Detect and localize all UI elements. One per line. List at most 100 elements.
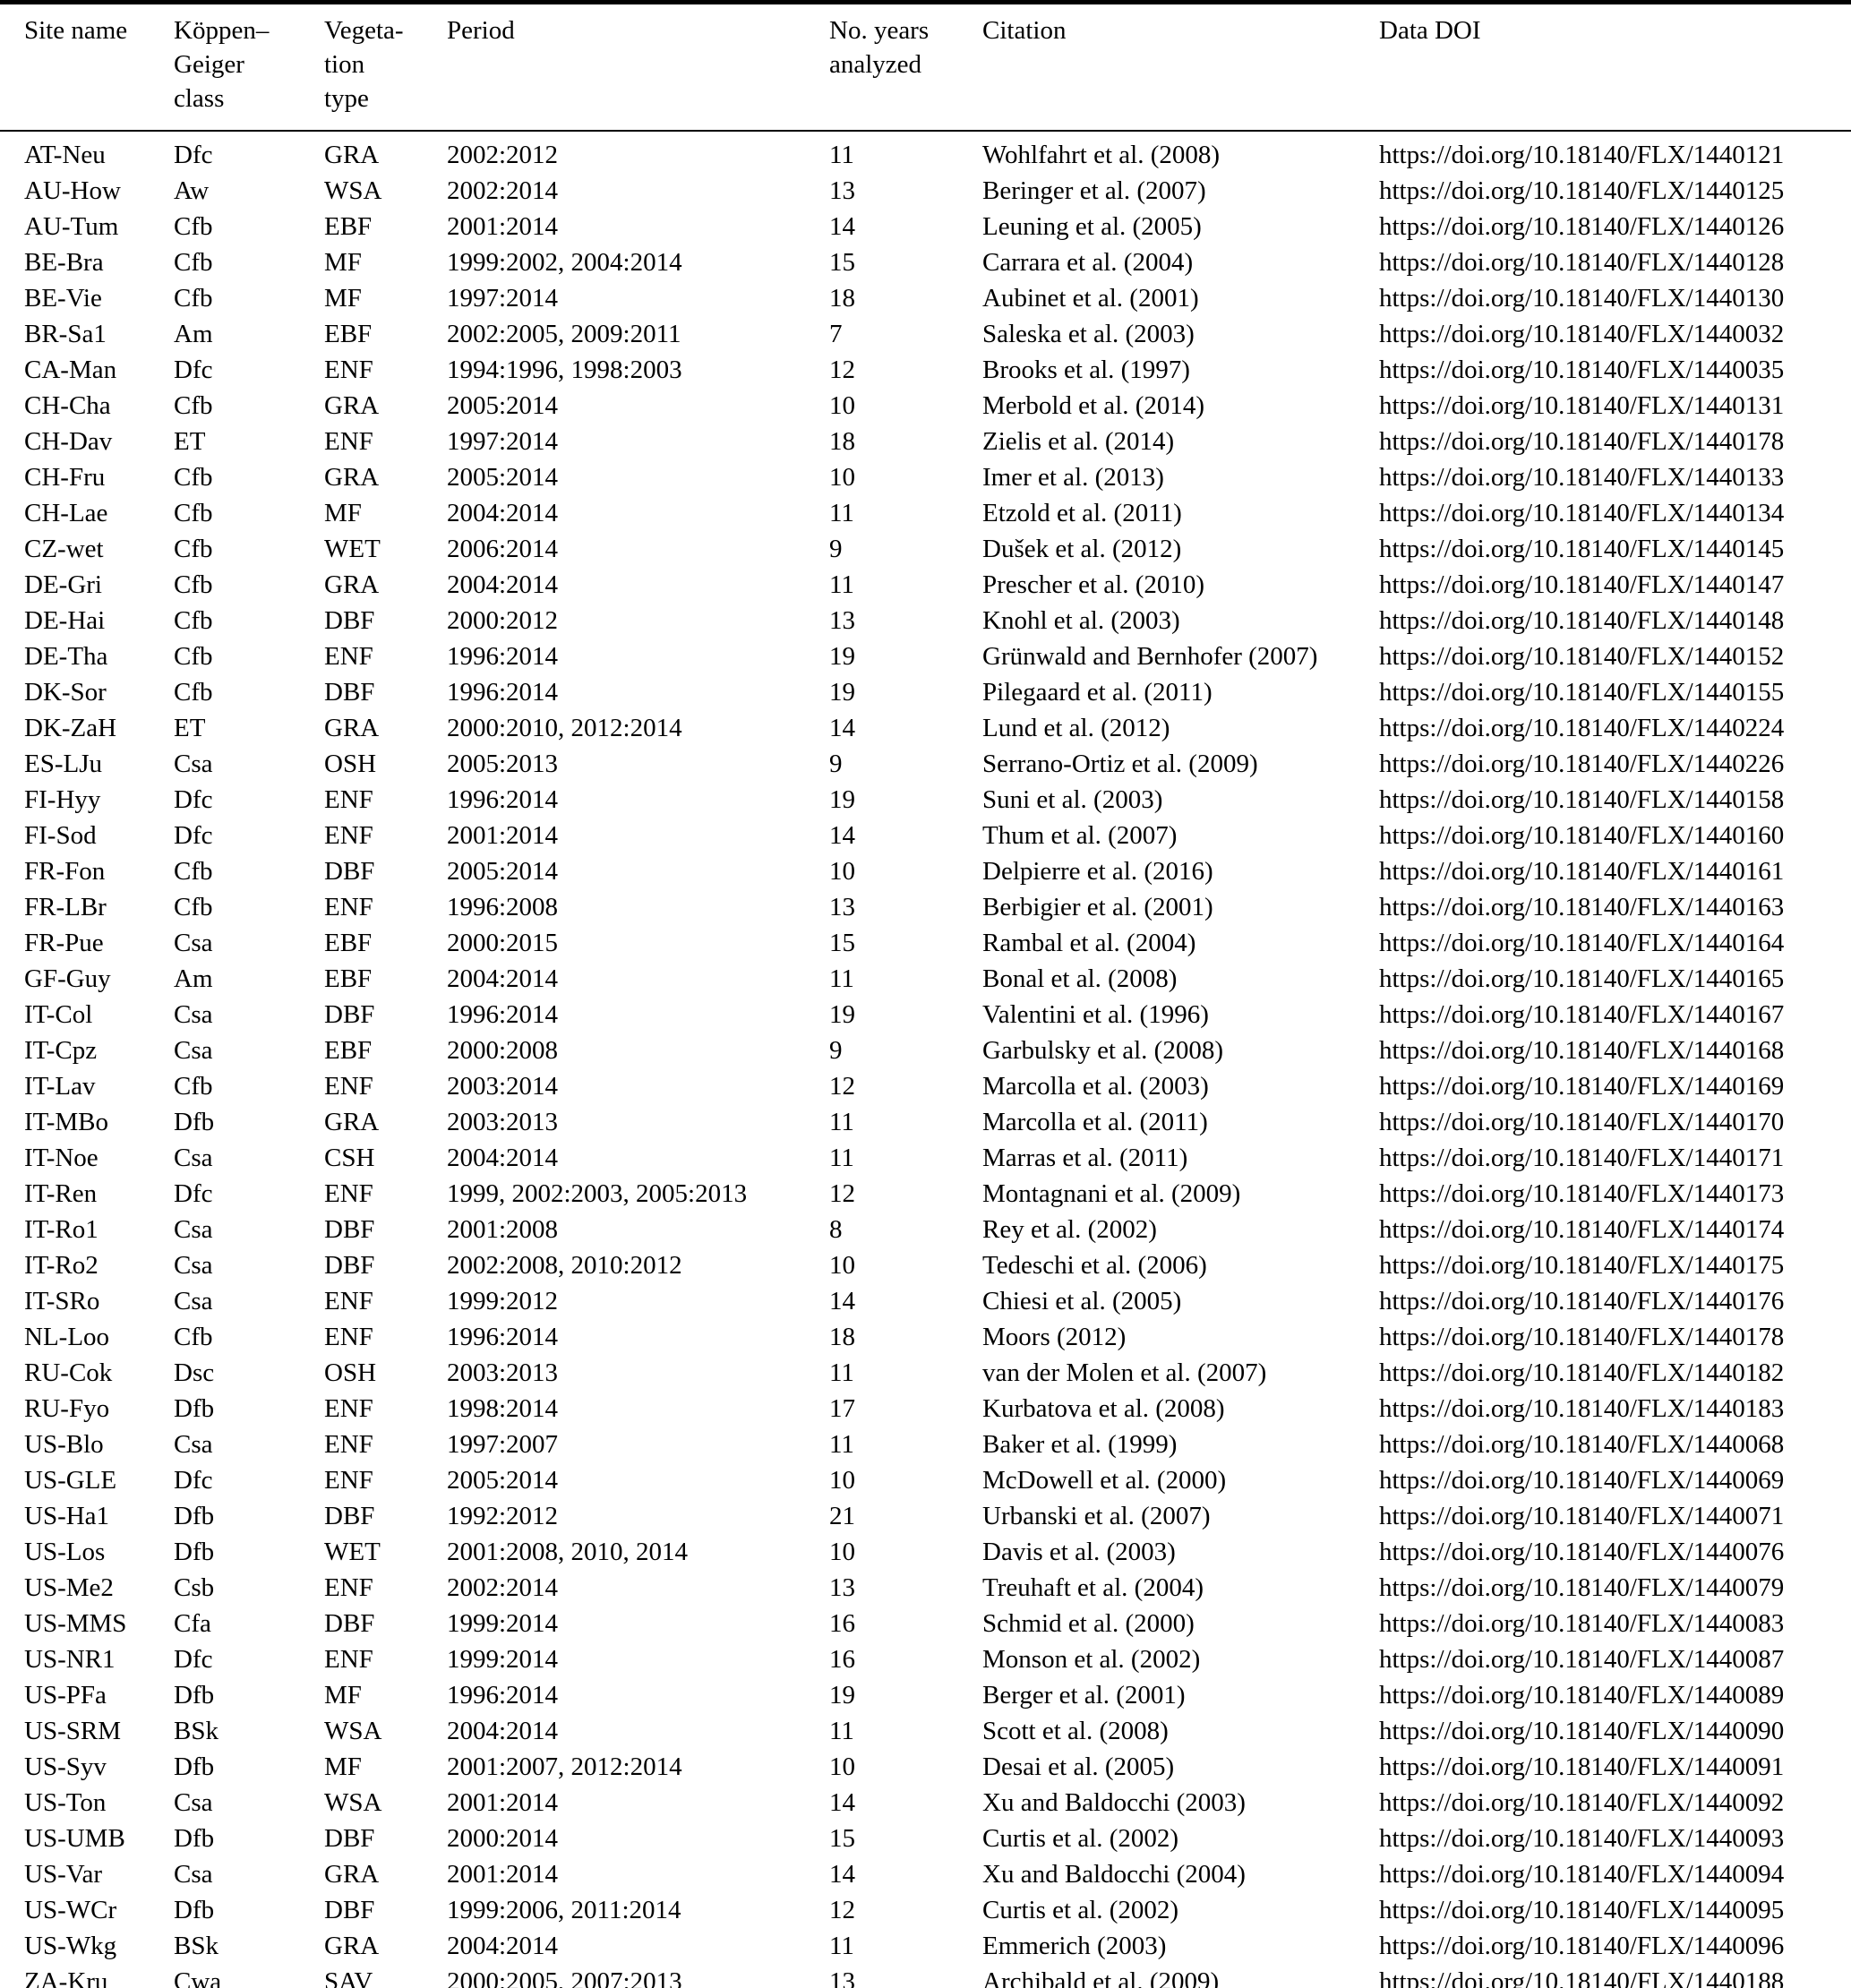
cell-koppen-geiger-class: Dfb [174, 1538, 215, 1566]
column-header-line: analyzed [829, 50, 922, 79]
table-row: US-Me2 Csb ENF 2002:2014 13 Treuhaft et al. (… [0, 1570, 1851, 1606]
cell-citation: Kurbatova et al. (2008) [982, 1394, 1225, 1423]
doi-link[interactable]: https://doi.org/10.18140/FLX/1440126 [1379, 212, 1785, 241]
cell-citation: Bonal et al. (2008) [982, 964, 1178, 993]
cell-data-doi: https://doi.org/10.18140/FLX/1440226 [1379, 746, 1851, 782]
doi-link[interactable]: https://doi.org/10.18140/FLX/1440079 [1379, 1573, 1785, 1602]
doi-link[interactable]: https://doi.org/10.18140/FLX/1440163 [1379, 893, 1785, 921]
cell-period: 1992:2012 [447, 1502, 559, 1530]
table-header: Site name Köppen– Geiger class Vegeta-tion ty… [0, 2, 1851, 132]
doi-link[interactable]: https://doi.org/10.18140/FLX/1440169 [1379, 1072, 1785, 1101]
doi-link[interactable]: https://doi.org/10.18140/FLX/1440087 [1379, 1645, 1785, 1674]
doi-link[interactable]: https://doi.org/10.18140/FLX/1440167 [1379, 1000, 1785, 1029]
cell-site-name: US-PFa [24, 1681, 107, 1710]
doi-link[interactable]: https://doi.org/10.18140/FLX/1440152 [1379, 642, 1785, 671]
doi-link[interactable]: https://doi.org/10.18140/FLX/1440171 [1379, 1144, 1785, 1172]
cell-koppen-geiger-class: Cfb [174, 606, 213, 635]
doi-link[interactable]: https://doi.org/10.18140/FLX/1440121 [1379, 141, 1785, 169]
doi-link[interactable]: https://doi.org/10.18140/FLX/1440095 [1379, 1896, 1785, 1924]
cell-citation: Moors (2012) [982, 1323, 1127, 1351]
doi-link[interactable]: https://doi.org/10.18140/FLX/1440168 [1379, 1036, 1785, 1065]
cell-site-name: GF-Guy [24, 964, 111, 993]
doi-link[interactable]: https://doi.org/10.18140/FLX/1440183 [1379, 1394, 1785, 1423]
doi-link[interactable]: https://doi.org/10.18140/FLX/1440165 [1379, 964, 1785, 993]
table-row: US-GLE Dfc ENF 2005:2014 10 McDowell et al. (… [0, 1462, 1851, 1498]
cell-site-name: US-Syv [24, 1752, 107, 1781]
cell-site-name: CH-Lae [24, 499, 108, 527]
doi-link[interactable]: https://doi.org/10.18140/FLX/1440155 [1379, 678, 1785, 707]
doi-link[interactable]: https://doi.org/10.18140/FLX/1440175 [1379, 1251, 1785, 1280]
cell-vegetation-type: EBF [324, 1036, 373, 1065]
doi-link[interactable]: https://doi.org/10.18140/FLX/1440148 [1379, 606, 1785, 635]
doi-link[interactable]: https://doi.org/10.18140/FLX/1440147 [1379, 570, 1785, 599]
cell-period: 2005:2014 [447, 857, 559, 886]
doi-link[interactable]: https://doi.org/10.18140/FLX/1440130 [1379, 284, 1785, 313]
cell-vegetation-type: DBF [324, 1609, 375, 1638]
cell-years-analyzed: 16 [829, 1645, 855, 1674]
doi-link[interactable]: https://doi.org/10.18140/FLX/1440089 [1379, 1681, 1785, 1710]
doi-link[interactable]: https://doi.org/10.18140/FLX/1440134 [1379, 499, 1785, 527]
doi-link[interactable]: https://doi.org/10.18140/FLX/1440076 [1379, 1538, 1785, 1566]
doi-link[interactable]: https://doi.org/10.18140/FLX/1440128 [1379, 248, 1785, 277]
doi-link[interactable]: https://doi.org/10.18140/FLX/1440160 [1379, 821, 1785, 850]
cell-koppen-geiger-class: Dfb [174, 1824, 215, 1853]
doi-link[interactable]: https://doi.org/10.18140/FLX/1440226 [1379, 750, 1785, 778]
doi-link[interactable]: https://doi.org/10.18140/FLX/1440164 [1379, 929, 1785, 957]
cell-period: 1997:2014 [447, 427, 559, 456]
doi-link[interactable]: https://doi.org/10.18140/FLX/1440158 [1379, 785, 1785, 814]
doi-link[interactable]: https://doi.org/10.18140/FLX/1440145 [1379, 535, 1785, 563]
table-row: CZ-wet Cfb WET 2006:2014 9 Dušek et al. (2012… [0, 531, 1851, 567]
cell-site-name: NL-Loo [24, 1323, 110, 1351]
cell-years-analyzed: 11 [829, 1430, 854, 1459]
doi-link[interactable]: https://doi.org/10.18140/FLX/1440125 [1379, 176, 1785, 205]
doi-link[interactable]: https://doi.org/10.18140/FLX/1440093 [1379, 1824, 1785, 1853]
doi-link[interactable]: https://doi.org/10.18140/FLX/1440176 [1379, 1287, 1785, 1315]
cell-koppen-geiger-class: Cfb [174, 212, 213, 241]
cell-citation: Davis et al. (2003) [982, 1538, 1176, 1566]
doi-link[interactable]: https://doi.org/10.18140/FLX/1440224 [1379, 714, 1785, 742]
cell-years-analyzed: 21 [829, 1502, 855, 1530]
doi-link[interactable]: https://doi.org/10.18140/FLX/1440090 [1379, 1717, 1785, 1745]
column-header-line: Vegeta- [324, 16, 404, 45]
doi-link[interactable]: https://doi.org/10.18140/FLX/1440035 [1379, 356, 1785, 384]
cell-citation: Curtis et al. (2002) [982, 1896, 1179, 1924]
cell-data-doi: https://doi.org/10.18140/FLX/1440133 [1379, 459, 1851, 495]
doi-link[interactable]: https://doi.org/10.18140/FLX/1440133 [1379, 463, 1785, 492]
table-row: US-PFa Dfb MF 1996:2014 19 Berger et al. (200… [0, 1677, 1851, 1713]
doi-link[interactable]: https://doi.org/10.18140/FLX/1440069 [1379, 1466, 1785, 1495]
cell-years-analyzed: 14 [829, 1788, 855, 1817]
doi-link[interactable]: https://doi.org/10.18140/FLX/1440071 [1379, 1502, 1785, 1530]
doi-link[interactable]: https://doi.org/10.18140/FLX/1440083 [1379, 1609, 1785, 1638]
doi-link[interactable]: https://doi.org/10.18140/FLX/1440091 [1379, 1752, 1785, 1781]
doi-link[interactable]: https://doi.org/10.18140/FLX/1440178 [1379, 1323, 1785, 1351]
cell-vegetation-type: EBF [324, 929, 373, 957]
cell-data-doi: https://doi.org/10.18140/FLX/1440121 [1379, 131, 1851, 173]
cell-vegetation-type: WSA [324, 176, 382, 205]
doi-link[interactable]: https://doi.org/10.18140/FLX/1440170 [1379, 1108, 1785, 1136]
doi-link[interactable]: https://doi.org/10.18140/FLX/1440161 [1379, 857, 1785, 886]
doi-link[interactable]: https://doi.org/10.18140/FLX/1440173 [1379, 1179, 1785, 1208]
cell-koppen-geiger-class: Dfb [174, 1752, 215, 1781]
cell-period: 2001:2014 [447, 1788, 559, 1817]
doi-link[interactable]: https://doi.org/10.18140/FLX/1440131 [1379, 391, 1785, 420]
cell-site-name: AT-Neu [24, 141, 106, 169]
cell-site-name: US-Blo [24, 1430, 104, 1459]
table-row: IT-MBo Dfb GRA 2003:2013 11 Marcolla et al. (… [0, 1104, 1851, 1140]
table-row: CA-Man Dfc ENF 1994:1996, 1998:2003 12 Brooks… [0, 352, 1851, 388]
doi-link[interactable]: https://doi.org/10.18140/FLX/1440178 [1379, 427, 1785, 456]
doi-link[interactable]: https://doi.org/10.18140/FLX/1440182 [1379, 1358, 1785, 1387]
doi-link[interactable]: https://doi.org/10.18140/FLX/1440092 [1379, 1788, 1785, 1817]
table-row: RU-Cok Dsc OSH 2003:2013 11 van der Molen et … [0, 1355, 1851, 1391]
doi-link[interactable]: https://doi.org/10.18140/FLX/1440068 [1379, 1430, 1785, 1459]
doi-link[interactable]: https://doi.org/10.18140/FLX/1440174 [1379, 1215, 1785, 1244]
cell-site-name: DE-Gri [24, 570, 102, 599]
cell-koppen-geiger-class: ET [174, 427, 206, 456]
doi-link[interactable]: https://doi.org/10.18140/FLX/1440096 [1379, 1932, 1785, 1960]
cell-period: 2002:2014 [447, 1573, 559, 1602]
cell-period: 1999, 2002:2003, 2005:2013 [447, 1179, 748, 1208]
doi-link[interactable]: https://doi.org/10.18140/FLX/1440188 [1379, 1967, 1785, 1988]
doi-link[interactable]: https://doi.org/10.18140/FLX/1440094 [1379, 1860, 1785, 1889]
cell-citation: Wohlfahrt et al. (2008) [982, 141, 1221, 169]
cell-vegetation-type: ENF [324, 427, 373, 456]
doi-link[interactable]: https://doi.org/10.18140/FLX/1440032 [1379, 320, 1785, 348]
